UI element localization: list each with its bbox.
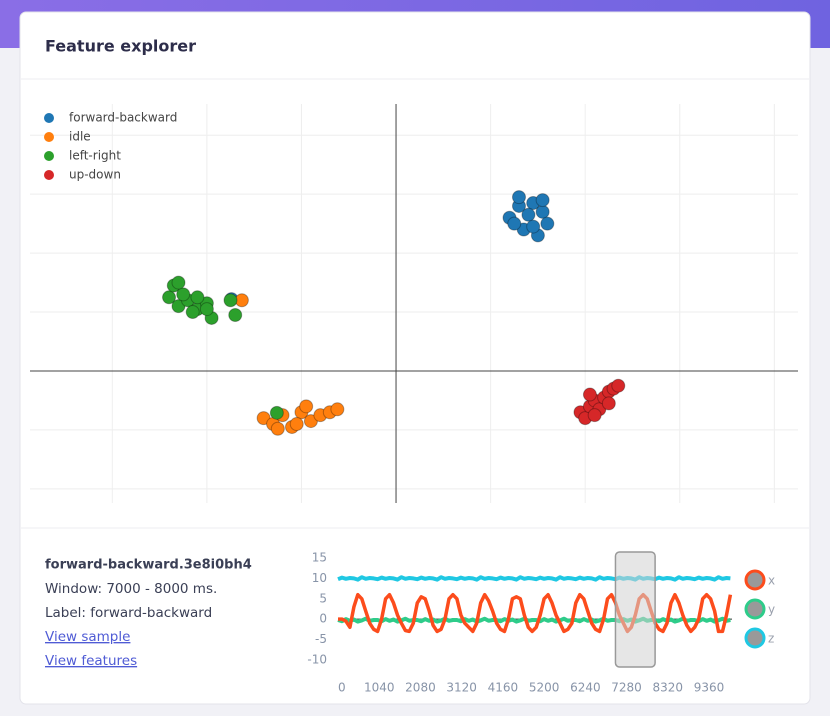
scatter-point — [176, 287, 191, 302]
y-tick-label: -10 — [307, 652, 327, 666]
x-tick-label: 6240 — [570, 681, 601, 695]
scatter-point — [270, 421, 285, 436]
scatter-point — [289, 417, 304, 432]
window-text: Window: 7000 - 8000 ms. — [45, 581, 217, 597]
x-tick-label: 1040 — [364, 681, 395, 695]
x-tick-label: 3120 — [446, 681, 477, 695]
legend-label: z — [768, 632, 774, 646]
y-tick-label: 5 — [319, 591, 327, 605]
x-tick-label: 4160 — [488, 681, 519, 695]
scatter-point — [587, 408, 602, 423]
scatter-point — [540, 216, 555, 231]
scatter-point — [330, 402, 345, 417]
y-tick-label: 10 — [312, 571, 327, 585]
sample-title: forward-backward.3e8i0bh4 — [45, 558, 252, 573]
legend-swatch — [744, 627, 766, 649]
scatter-point — [535, 193, 550, 208]
legend-swatch — [44, 132, 54, 142]
legend-swatch — [44, 151, 54, 161]
scatter-point — [171, 275, 186, 290]
scatter-point — [185, 305, 200, 320]
x-tick-label: 5200 — [529, 681, 560, 695]
card-title: Feature explorer — [45, 37, 196, 56]
signal-line — [338, 592, 733, 634]
legend-swatch — [44, 113, 54, 123]
label-text: Label: forward-backward — [45, 605, 212, 621]
scatter-point — [601, 396, 616, 411]
legend-label: forward-backward — [69, 111, 177, 125]
scatter-point — [199, 302, 214, 317]
scatter-point — [521, 207, 536, 222]
scatter-point — [611, 378, 626, 393]
x-tick-label: 8320 — [653, 681, 684, 695]
scatter-point — [228, 307, 243, 322]
scatter-point — [507, 216, 522, 231]
legend-swatch — [744, 598, 766, 620]
window-highlight — [614, 551, 656, 668]
scatter-point — [303, 414, 318, 429]
legend-label: x — [768, 574, 775, 588]
view-sample-link[interactable]: View sample — [45, 629, 130, 645]
x-tick-label: 2080 — [405, 681, 436, 695]
x-tick-label: 7280 — [611, 681, 642, 695]
legend-swatch — [744, 569, 766, 591]
card — [19, 11, 811, 705]
legend-label: up-down — [69, 168, 121, 182]
scatter-point — [582, 387, 597, 402]
scatter-point — [190, 290, 205, 305]
legend-label: left-right — [69, 149, 121, 163]
scatter-point — [256, 411, 271, 426]
legend-swatch — [44, 170, 54, 180]
signal-line — [337, 616, 731, 624]
scatter-point — [171, 299, 186, 314]
legend-label: y — [768, 603, 775, 617]
x-tick-label: 0 — [338, 681, 346, 695]
scatter-point — [535, 204, 550, 219]
scatter-point — [526, 219, 541, 234]
scatter-point — [223, 293, 238, 308]
legend-label: idle — [69, 130, 91, 144]
scatter-point — [162, 290, 177, 305]
signal-line — [337, 575, 731, 582]
y-tick-label: 15 — [312, 551, 327, 565]
x-tick-label: 9360 — [694, 681, 725, 695]
y-tick-label: 0 — [319, 612, 327, 626]
scatter-point — [511, 190, 526, 205]
y-tick-label: -5 — [315, 632, 327, 646]
scatter-point — [269, 405, 284, 420]
scatter-point — [299, 399, 314, 414]
view-features-link[interactable]: View features — [45, 653, 137, 669]
